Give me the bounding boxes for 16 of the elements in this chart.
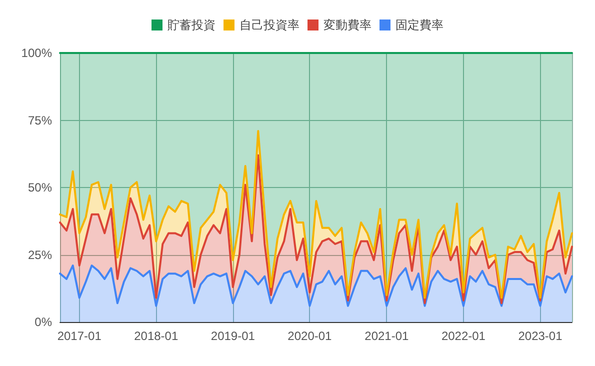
- legend-label: 自己投資率: [240, 18, 300, 32]
- x-tick-label: 2019-01: [210, 329, 256, 343]
- y-tick-label: 25%: [28, 248, 52, 262]
- x-tick-label: 2020-01: [288, 329, 332, 343]
- x-tick-label: 2017-01: [57, 329, 102, 343]
- y-tick-label: 0%: [34, 315, 52, 329]
- x-tick-label: 2018-01: [134, 329, 178, 343]
- y-tick-label: 75%: [28, 113, 52, 128]
- legend-label: 固定費率: [396, 18, 444, 32]
- legend-label: 貯蓄投資: [168, 18, 216, 32]
- y-tick-label: 100%: [21, 46, 52, 60]
- x-tick-label: 2023-01: [518, 329, 563, 343]
- legend-label: 変動費率: [324, 18, 372, 32]
- y-tick-label: 50%: [28, 180, 52, 194]
- x-tick-label: 2022-01: [441, 329, 486, 343]
- x-tick-label: 2021-01: [364, 329, 410, 343]
